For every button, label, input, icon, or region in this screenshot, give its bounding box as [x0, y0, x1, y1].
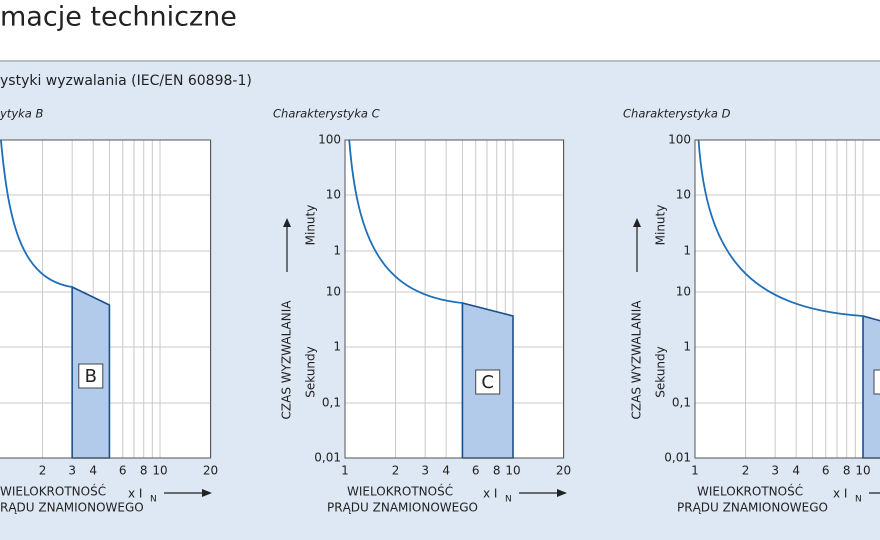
x-tick-label: 6 [472, 464, 480, 478]
x-tick-label: 4 [442, 464, 450, 478]
x-axis-label: WIELOKROTNOŚĆ [0, 484, 106, 499]
section-title: ystyki wyzwalania (IEC/EN 60898-1) [0, 73, 252, 89]
plot-frame [694, 139, 880, 459]
chart-title: ytyka B [0, 107, 43, 121]
trip-curve [0, 139, 73, 288]
x-tick-label: 8 [140, 464, 148, 478]
x-tick-label: 2 [392, 464, 400, 478]
y-tick-label: 10 [326, 188, 341, 202]
y-unit-seconds: Sekundy [654, 346, 668, 398]
x-tick-label: 4 [89, 464, 97, 478]
y-tick-label: 100 [668, 133, 691, 147]
x-tick-label: 2 [742, 464, 750, 478]
x-tick-label: 8 [843, 464, 851, 478]
y-tick-label: 100 [318, 133, 341, 147]
x-unit-sub: N [855, 495, 862, 505]
x-tick-label: 20 [203, 464, 218, 478]
x-tick-label: 10 [152, 464, 167, 478]
x-axis-label: PRĄDU ZNAMIONOWEGO [677, 501, 828, 515]
y-tick-label: 0,01 [314, 451, 341, 465]
arrow-head [633, 218, 641, 227]
trip-curve [348, 139, 463, 304]
x-tick-label: 3 [771, 464, 779, 478]
plot-frame [0, 139, 212, 459]
trip-region [862, 314, 880, 459]
x-axis-label: RĄDU ZNAMIONOWEGO [0, 501, 144, 515]
chart-title: Charakterystyka C [273, 107, 380, 121]
trip-curve [697, 139, 864, 317]
arrow-head [557, 489, 567, 497]
y-unit-seconds: Sekundy [304, 346, 318, 398]
x-tick-label: 6 [119, 464, 127, 478]
x-tick-label: 20 [556, 464, 571, 478]
y-unit-minutes: Minuty [304, 205, 318, 246]
x-unit: x I [128, 487, 142, 501]
x-tick-label: 1 [341, 464, 349, 478]
arrow-head [283, 218, 291, 227]
y-tick-label: 0,1 [322, 396, 341, 410]
x-axis-label: WIELOKROTNOŚĆ [347, 484, 453, 499]
y-tick-label: 1 [683, 340, 691, 354]
plot-frame [344, 139, 565, 459]
page-title: macje techniczne [0, 2, 237, 33]
y-unit-minutes: Minuty [654, 205, 668, 246]
y-tick-label: 0,01 [664, 451, 691, 465]
x-tick-label: 1 [691, 464, 699, 478]
x-unit-sub: N [150, 495, 157, 505]
region-label: C [481, 372, 494, 393]
y-tick-label: 1 [683, 244, 691, 258]
y-tick-label: 1 [333, 340, 341, 354]
x-axis-label: WIELOKROTNOŚĆ [697, 484, 803, 499]
x-axis-label: PRĄDU ZNAMIONOWEGO [327, 501, 478, 515]
x-tick-label: 3 [68, 464, 76, 478]
chart-title: Charakterystyka D [623, 107, 731, 121]
y-axis-label: CZAS WYZWALANIA [630, 300, 644, 420]
x-unit: x I [833, 487, 847, 501]
y-tick-label: 10 [326, 285, 341, 299]
x-tick-label: 6 [822, 464, 830, 478]
y-axis-label: CZAS WYZWALANIA [280, 300, 294, 420]
x-tick-label: 8 [493, 464, 501, 478]
y-tick-label: 0,1 [672, 396, 691, 410]
y-tick-label: 10 [676, 188, 691, 202]
plot-area [694, 139, 880, 459]
x-tick-label: 3 [421, 464, 429, 478]
region-label-box [873, 369, 880, 395]
x-tick-label: 10 [855, 464, 870, 478]
region-label-box [475, 369, 501, 395]
arrow-head [202, 489, 212, 497]
region-label-box [78, 363, 104, 389]
x-unit: x I [483, 487, 497, 501]
plot-area [344, 139, 565, 459]
y-tick-label: 10 [676, 285, 691, 299]
x-tick-label: 4 [792, 464, 800, 478]
x-unit-sub: N [505, 495, 512, 505]
x-tick-label: 2 [39, 464, 47, 478]
y-tick-label: 1 [333, 244, 341, 258]
x-tick-label: 10 [505, 464, 520, 478]
region-label: B [85, 366, 97, 387]
